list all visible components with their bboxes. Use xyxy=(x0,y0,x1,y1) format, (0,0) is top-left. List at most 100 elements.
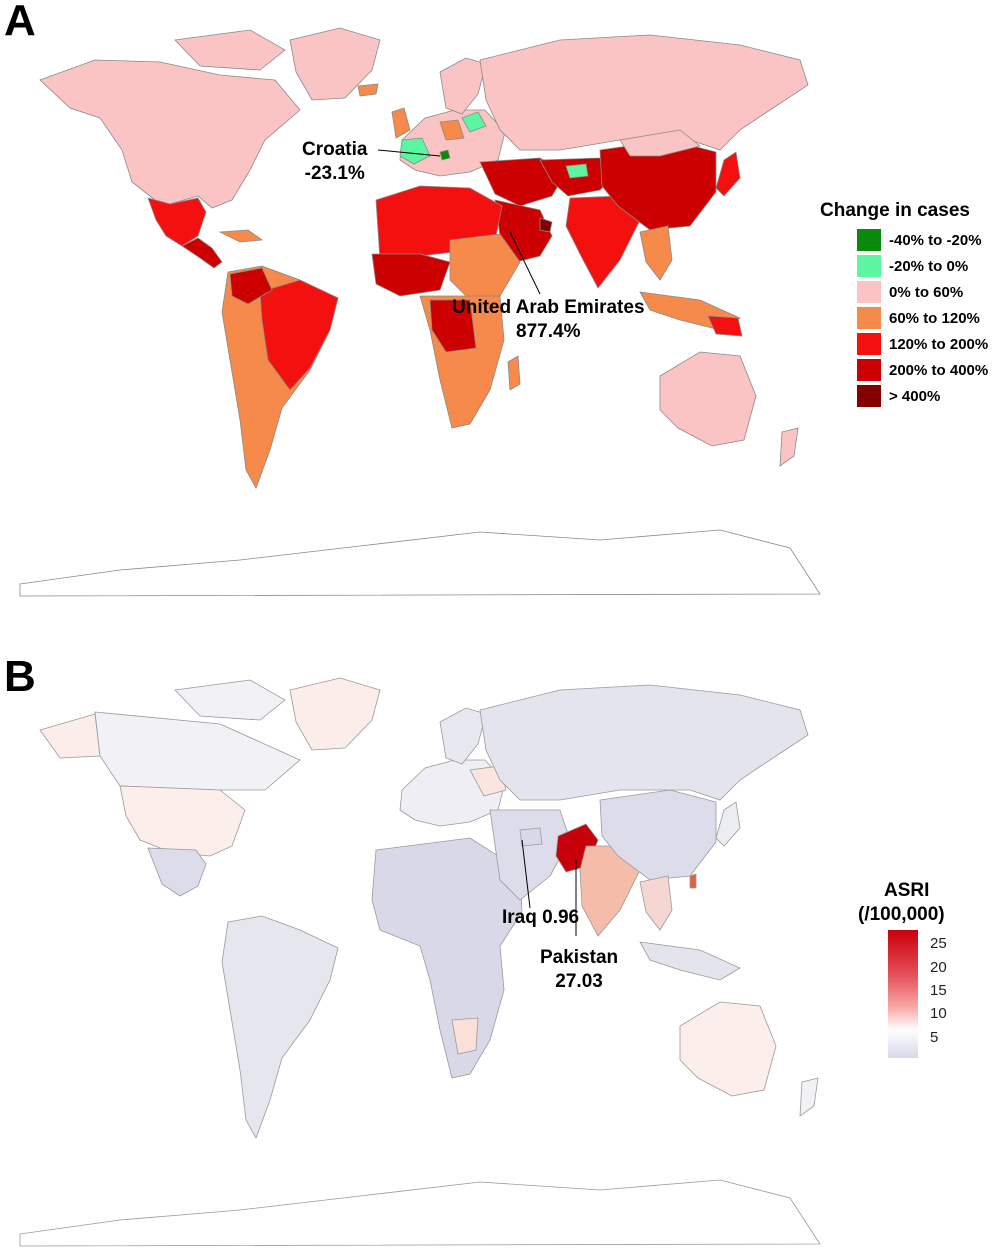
asri-tick-label: 25 xyxy=(930,935,947,952)
angola-drc-shape xyxy=(429,299,477,353)
legend-a-item: -40% to -20% xyxy=(857,228,982,252)
uae-value: 877.4% xyxy=(516,321,581,342)
pakistan-callout: Pakistan 27.03 xyxy=(540,946,618,994)
central-america-shape xyxy=(181,237,223,269)
indonesia-shape-b xyxy=(639,941,741,981)
legend-a-label: 120% to 200% xyxy=(889,335,989,353)
croatia-value: -23.1% xyxy=(304,163,365,184)
mongolia-shape xyxy=(619,129,701,157)
canada-shape-b xyxy=(94,711,301,791)
scandinavia-shape xyxy=(439,57,487,115)
croatia-name: Croatia xyxy=(302,139,368,160)
uae-leader-line-2 xyxy=(509,231,541,295)
asri-tick-mark xyxy=(918,968,924,969)
madagascar-shape xyxy=(507,355,521,391)
legend-a-swatch xyxy=(857,385,881,407)
legend-a-item: 0% to 60% xyxy=(857,280,963,304)
australia-shape xyxy=(659,351,757,447)
new-zealand-shape xyxy=(779,427,799,467)
france-shape xyxy=(399,137,431,165)
central-europe-orange-shape xyxy=(439,119,465,141)
greenland-shape xyxy=(289,27,381,101)
se-asia-shape-b xyxy=(639,875,673,931)
se-asia-shape xyxy=(639,225,673,281)
legend-a-item: 200% to 400% xyxy=(857,358,988,382)
asri-tick-label: 15 xyxy=(930,982,947,999)
legend-a-item: > 400% xyxy=(857,384,940,408)
usa-shape-b xyxy=(119,785,246,857)
asri-tick-label: 5 xyxy=(930,1029,939,1046)
japan-shape-b xyxy=(715,801,741,847)
legend-a-swatch xyxy=(857,333,881,355)
south-africa-shape-b xyxy=(451,1017,479,1055)
iraq-leader-line xyxy=(521,839,531,909)
asri-tick-mark xyxy=(918,944,924,945)
legend-b-title-line2: (/100,000) xyxy=(858,904,945,925)
legend-b-title-line1: ASRI xyxy=(884,880,930,901)
png-shape xyxy=(707,315,743,337)
north-south-america-shape xyxy=(229,267,273,305)
pakistan-name: Pakistan xyxy=(540,947,619,968)
legend-a-label: 200% to 400% xyxy=(889,361,989,379)
panel-b-letter: B xyxy=(4,652,36,701)
panel-a: A xyxy=(0,0,1000,610)
croatia-leader-line xyxy=(377,149,441,157)
legend-a-title: Change in cases xyxy=(820,200,970,221)
legend-a-swatch xyxy=(857,281,881,303)
north-america-shape xyxy=(39,59,301,209)
japan-shape xyxy=(715,151,741,197)
asri-tick-label: 20 xyxy=(930,959,947,976)
mexico-shape-b xyxy=(147,847,207,897)
south-america-shape-b xyxy=(221,915,339,1139)
alaska-shape-b xyxy=(39,713,101,759)
legend-a-swatch xyxy=(857,307,881,329)
antarctica-shape xyxy=(19,529,821,597)
scandinavia-shape-b xyxy=(439,707,487,765)
legend-a-swatch xyxy=(857,229,881,251)
antarctica-shape-b xyxy=(19,1179,821,1247)
iraq-callout: Iraq 0.96 xyxy=(502,907,580,928)
russia-shape-b xyxy=(479,684,809,801)
mideast-shape-b xyxy=(489,809,571,901)
poland-area-shape xyxy=(461,111,487,133)
legend-a-label: 0% to 60% xyxy=(889,283,964,301)
caribbean-shape xyxy=(218,229,264,243)
uae-callout: United Arab Emirates 877.4% xyxy=(452,296,645,344)
legend-a-label: 60% to 120% xyxy=(889,309,980,327)
west-africa-shape xyxy=(371,253,451,297)
uae-leader-line xyxy=(545,225,549,229)
legend-a-label: -40% to -20% xyxy=(889,231,982,249)
asri-tick-mark xyxy=(918,991,924,992)
legend-a-label: > 400% xyxy=(889,387,941,405)
legend-a-item: 120% to 200% xyxy=(857,332,988,356)
legend-a-item: -20% to 0% xyxy=(857,254,968,278)
uae-name: United Arab Emirates xyxy=(452,297,645,318)
asri-color-bar xyxy=(888,930,918,1058)
arctic-islands-shape xyxy=(174,29,286,71)
kyrgyz-shape xyxy=(565,163,589,179)
legend-a-swatch xyxy=(857,255,881,277)
asri-tick-label: 10 xyxy=(930,1005,947,1022)
greenland-shape-b xyxy=(289,677,381,751)
pakistan-value: 27.03 xyxy=(555,971,603,992)
brazil-shape xyxy=(259,279,339,391)
uk-shape xyxy=(391,107,411,139)
turkey-mideast-shape xyxy=(479,157,567,207)
australia-shape-b xyxy=(679,1001,777,1097)
panel-a-letter: A xyxy=(4,0,36,45)
panel-b: B xyxy=(0,640,1000,1256)
taiwan-shape-b xyxy=(689,873,697,889)
arctic-islands-shape-b xyxy=(174,679,286,721)
asri-tick-mark xyxy=(918,1038,924,1039)
legend-a-label: -20% to 0% xyxy=(889,257,969,275)
iraq-shape-b xyxy=(519,827,543,847)
uae-shape xyxy=(539,217,553,233)
mexico-shape xyxy=(147,197,207,247)
legend-a-swatch xyxy=(857,359,881,381)
new-zealand-shape-b xyxy=(799,1077,819,1117)
world-map-b xyxy=(19,677,821,1247)
croatia-shape xyxy=(439,149,451,161)
russia-shape xyxy=(479,34,809,151)
croatia-callout: Croatia -23.1% xyxy=(302,138,367,186)
world-map-a xyxy=(19,27,821,597)
